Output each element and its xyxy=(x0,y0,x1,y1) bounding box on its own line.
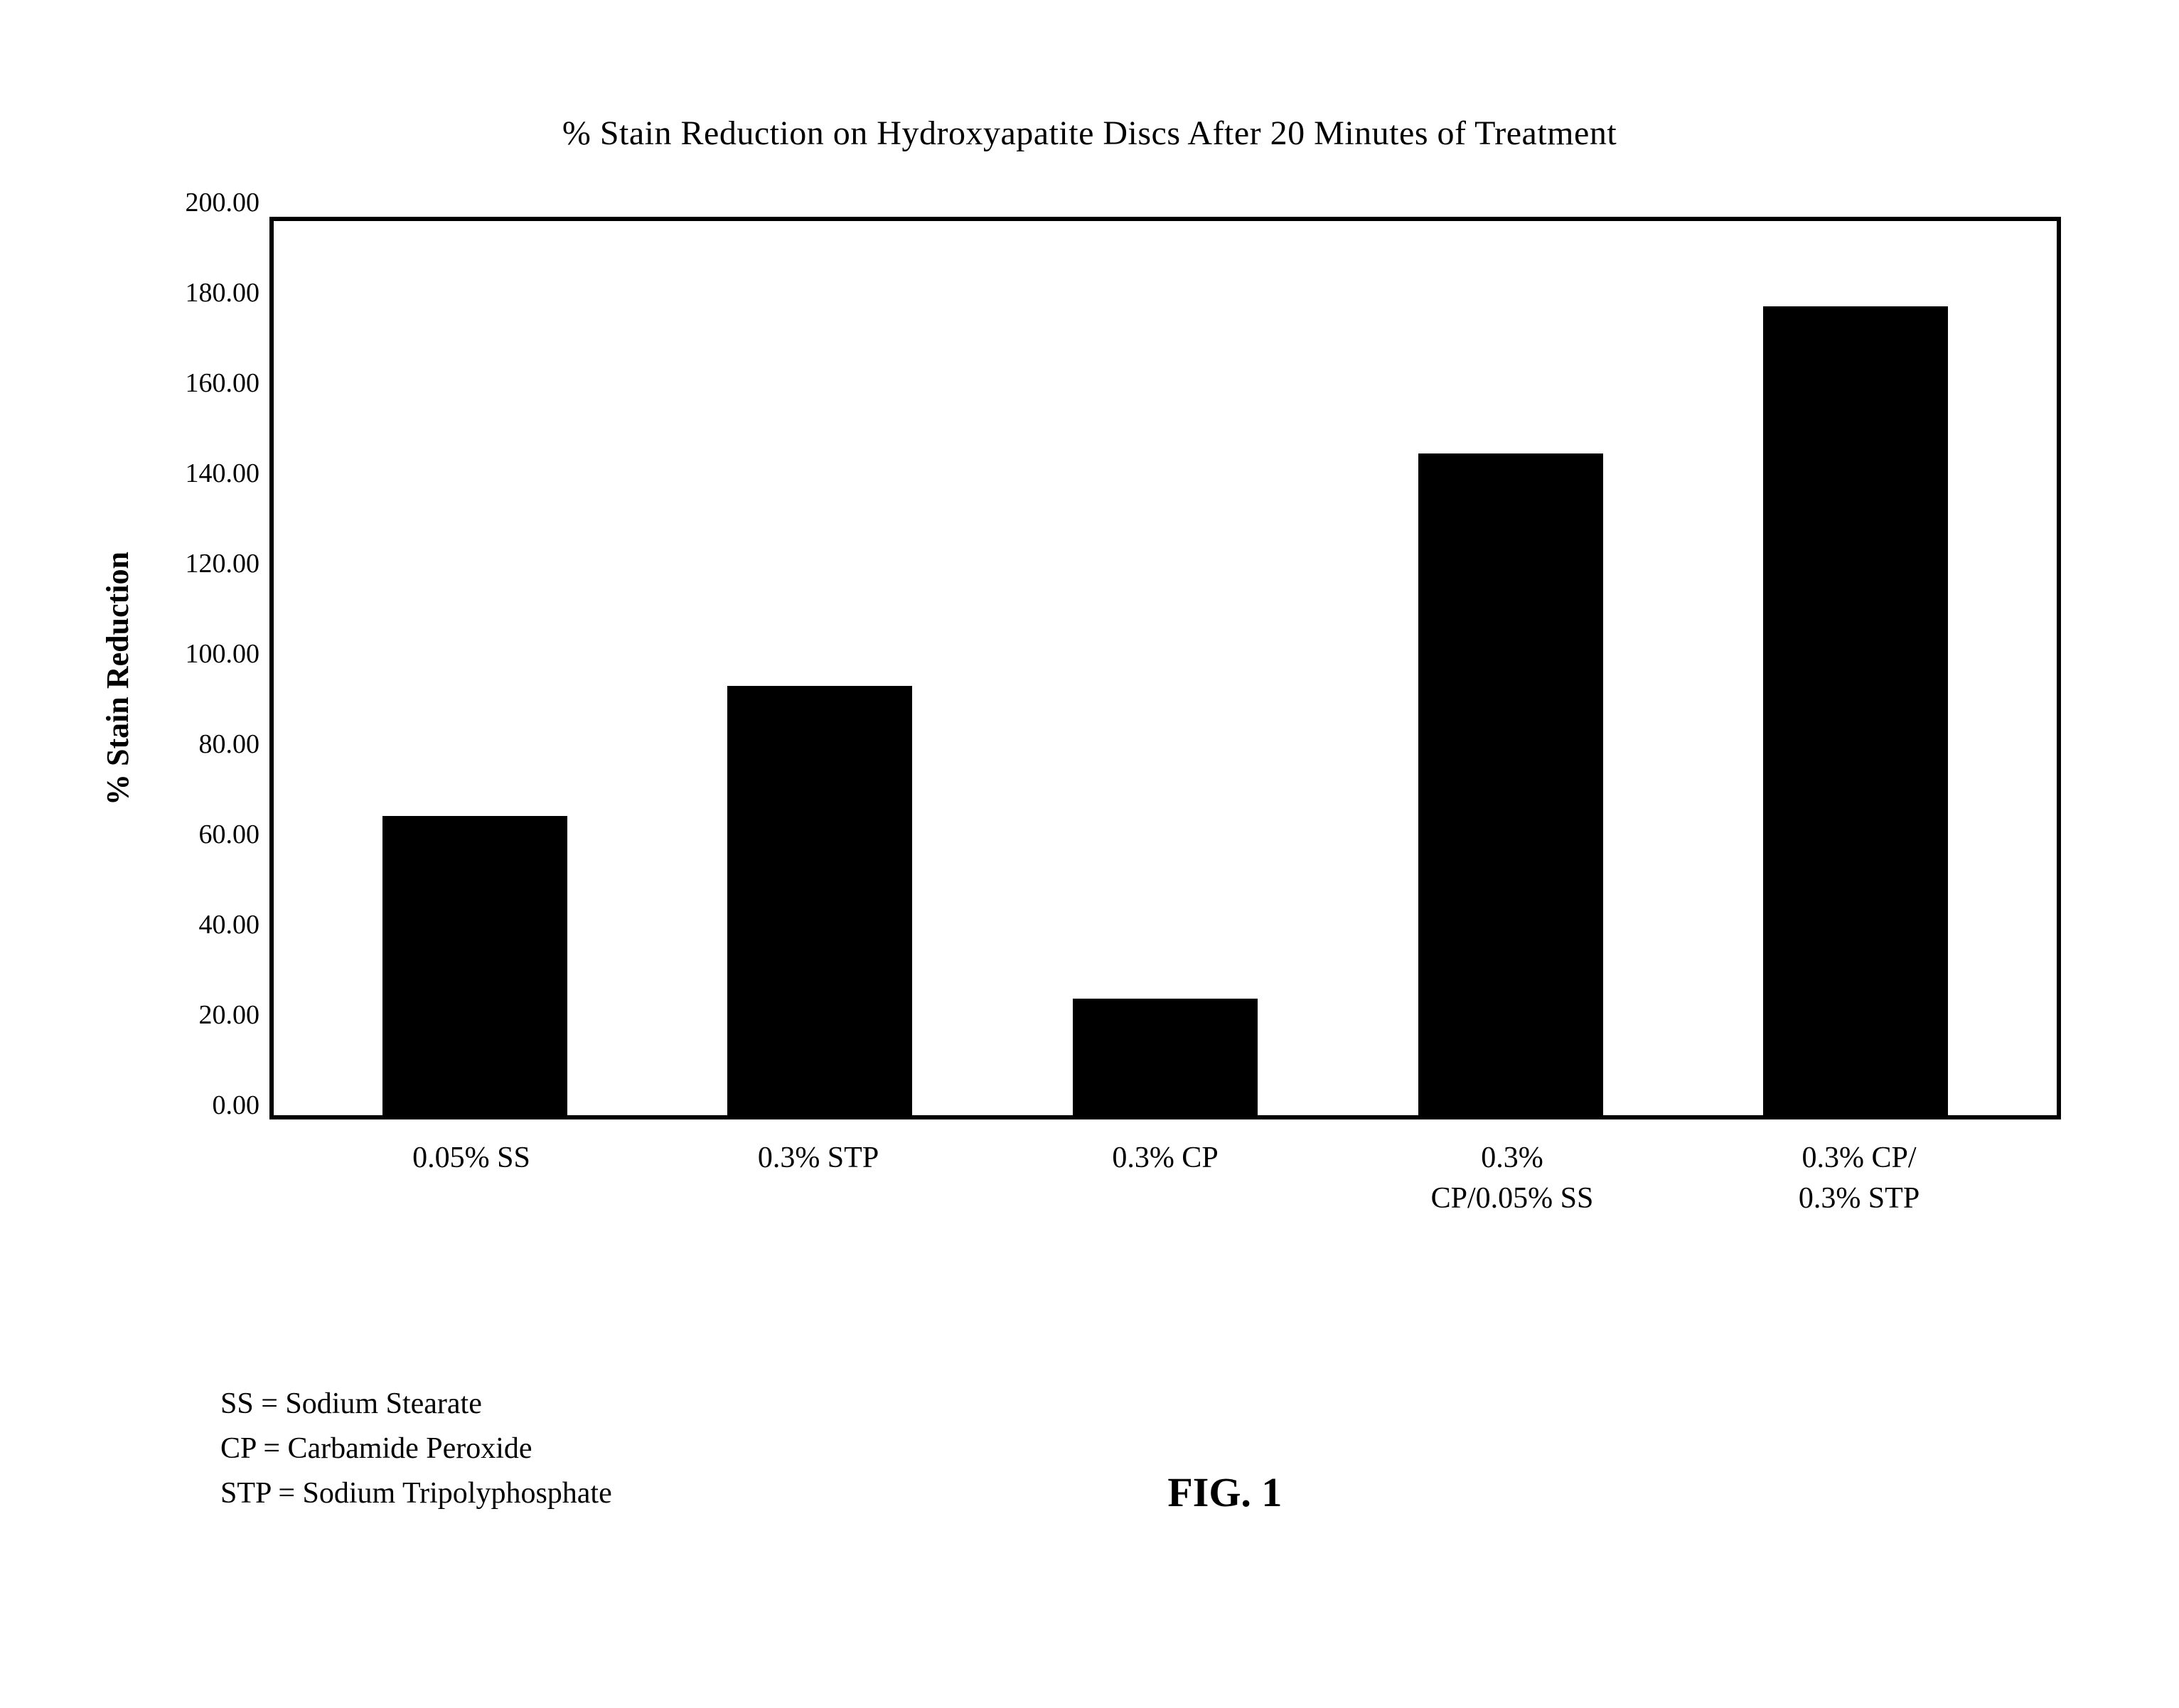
x-spacer xyxy=(156,1138,269,1218)
axis-row: 200.00180.00160.00140.00120.00100.0080.0… xyxy=(156,217,2061,1119)
bar xyxy=(1073,999,1258,1115)
bar xyxy=(382,816,567,1115)
y-axis-label: % Stain Reduction xyxy=(100,552,136,805)
bar xyxy=(1763,306,1948,1115)
x-tick-label: 0.3% CP xyxy=(1073,1138,1258,1218)
bar xyxy=(1418,453,1603,1115)
y-axis-ticks: 200.00180.00160.00140.00120.00100.0080.0… xyxy=(156,217,269,1119)
legend-line: SS = Sodium Stearate xyxy=(220,1382,612,1427)
x-axis-labels-row: 0.05% SS 0.3% STP 0.3% CP 0.3% CP/0.05% SS 0… xyxy=(156,1138,2061,1218)
chart-title: % Stain Reduction on Hydroxyapatite Disc… xyxy=(100,114,2079,153)
bottom-row: SS = Sodium StearateCP = Carbamide Perox… xyxy=(100,1296,2079,1516)
x-tick-label: 0.3% CP/ 0.3% STP xyxy=(1767,1138,1952,1218)
bar xyxy=(727,686,912,1115)
legend-line: STP = Sodium Tripolyphosphate xyxy=(220,1471,612,1516)
x-tick-label: 0.3% STP xyxy=(726,1138,911,1218)
legend-line: CP = Carbamide Peroxide xyxy=(220,1427,612,1471)
figure-caption-wrap: FIG. 1 xyxy=(612,1461,2079,1516)
chart-area: % Stain Reduction 200.00180.00160.00140.… xyxy=(100,217,2079,1218)
x-tick-label: 0.3% CP/0.05% SS xyxy=(1420,1138,1605,1218)
chart-column: 200.00180.00160.00140.00120.00100.0080.0… xyxy=(156,217,2061,1218)
x-tick-label: 0.05% SS xyxy=(379,1138,564,1218)
plot-area xyxy=(269,217,2061,1119)
figure-caption: FIG. 1 xyxy=(612,1468,1838,1516)
page: % Stain Reduction on Hydroxyapatite Disc… xyxy=(0,0,2179,1708)
x-axis-labels: 0.05% SS 0.3% STP 0.3% CP 0.3% CP/0.05% SS 0… xyxy=(269,1138,2061,1218)
legend: SS = Sodium StearateCP = Carbamide Perox… xyxy=(220,1382,612,1516)
